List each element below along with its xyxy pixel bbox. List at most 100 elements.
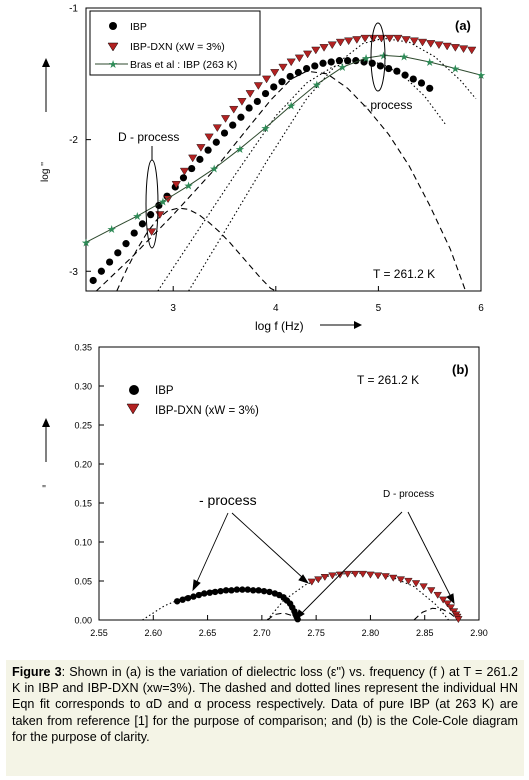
data-point-ibp [426, 84, 434, 92]
data-point-ibp [220, 129, 229, 137]
data-point-bras: ★ [450, 64, 460, 76]
fit-curve-dotted-DXN-arc [266, 572, 450, 620]
panel-b-y-tick-label: 0.10 [74, 538, 92, 548]
panel-a-x-tick-label: 3 [170, 303, 176, 314]
data-point-bras: ★ [184, 181, 194, 193]
data-point-ibp-dxn [220, 115, 231, 123]
data-point-ibp [217, 587, 224, 595]
data-point-bras: ★ [158, 196, 168, 208]
legend-b-ibp-dxn-marker [126, 403, 140, 415]
data-point-ibp-dxn [204, 133, 214, 142]
data-point-bras: ★ [81, 237, 91, 249]
panel-a-x-arrowhead [354, 321, 362, 329]
data-point-ibp-dxn [343, 570, 352, 578]
data-point-ibp-dxn [454, 616, 463, 624]
data-point-ibp-dxn [426, 40, 436, 48]
data-point-ibp [196, 155, 204, 163]
panel-a-x-tick-label: 4 [273, 303, 279, 314]
panel-b-x-tick-label: 2.70 [253, 628, 271, 638]
data-point-ibp [173, 598, 181, 605]
data-point-ibp [130, 229, 138, 237]
data-point-bras: ★ [379, 50, 389, 62]
panel-b-x-tick-label: 2.55 [90, 628, 108, 638]
data-point-ibp-dxn [393, 34, 403, 43]
data-point-ibp-dxn [459, 45, 469, 53]
data-point-ibp-dxn [442, 42, 452, 51]
panel-b-temperature: T = 261.2 K [357, 373, 419, 387]
data-point-ibp [253, 97, 261, 106]
fit-curve-dotted-alpha-dxn [188, 37, 477, 291]
data-point-ibp-dxn [155, 211, 165, 219]
data-point-ibp [278, 78, 286, 86]
data-point-ibp-dxn [389, 574, 398, 582]
data-point-ibp-dxn [358, 570, 367, 578]
panel-b-y-label: '' [42, 484, 46, 495]
panel-b-y-tick-label: 0.30 [74, 382, 92, 392]
data-point-bras: ★ [286, 100, 296, 112]
data-point-ibp-dxn [327, 41, 337, 50]
fit-curve-dotted-alpha [157, 60, 446, 291]
panel-b-annotation-arrows [192, 511, 455, 621]
data-point-ibp-dxn [270, 69, 280, 77]
panel-b-axis-ticks: 2.55 2.60 2.65 2.70 2.75 2.80 2.85 2.90 0.00 0.05… [74, 343, 487, 639]
data-point-ibp-dxn [417, 38, 428, 47]
data-point-ibp-dxn [401, 36, 411, 44]
panel-b-y-tick-label: 0.15 [74, 499, 92, 509]
panel-b-x-tick-label: 2.75 [307, 628, 325, 638]
panel-b-data-series [173, 570, 463, 624]
data-point-ibp [237, 113, 245, 121]
data-point-ibp-dxn [443, 600, 452, 608]
data-point-ibp-dxn [344, 37, 354, 46]
data-point-ibp-dxn [253, 82, 263, 90]
figure-caption: Figure 3: Shown in (a) is the variation … [6, 660, 524, 776]
data-point-bras: ★ [399, 52, 409, 64]
data-point-ibp [255, 587, 262, 594]
data-point-bras: ★ [476, 70, 486, 82]
legend-ibp-dxn-marker [107, 42, 119, 52]
legend-b-ibp-dxn-label: IBP-DXN (xW = 3%) [155, 405, 259, 417]
panel-a-x-label: log f (Hz) [255, 319, 304, 333]
data-point-ibp [155, 201, 163, 210]
data-point-ibp-dxn [229, 106, 239, 114]
data-point-ibp-dxn [196, 144, 206, 152]
data-point-ibp [179, 596, 186, 603]
panel-b-chart: 2.55 2.60 2.65 2.70 2.75 2.80 2.85 2.90 0.00 0.05… [42, 343, 488, 639]
fit-curve-dashed-D [116, 207, 277, 291]
data-point-ibp-dxn [366, 571, 375, 579]
data-point-ibp-dxn [328, 572, 337, 580]
data-point-ibp-dxn [427, 587, 436, 595]
data-point-ibp [417, 79, 426, 87]
data-point-ibp [266, 588, 273, 596]
panel-a-y-tick-label: -1 [69, 4, 78, 15]
legend-bras-label: Bras et al : IBP (263 K) [130, 59, 237, 71]
data-point-ibp [195, 591, 203, 599]
fit-curve-dashed-D-DXN [413, 607, 459, 620]
data-point-ibp-dxn [286, 58, 296, 67]
data-point-ibp [201, 590, 208, 597]
panel-a-x-tick-label: 5 [376, 303, 382, 314]
data-point-ibp-dxn [351, 570, 360, 578]
data-point-ibp-dxn [171, 181, 181, 189]
data-point-ibp-dxn [335, 38, 345, 47]
data-point-ibp-dxn [433, 591, 442, 599]
legend-ibp-marker [109, 22, 117, 30]
data-point-ibp-dxn [446, 604, 455, 612]
data-point-bras: ★ [425, 57, 435, 69]
data-point-ibp-dxn [307, 578, 316, 586]
data-point-ibp-dxn [352, 36, 362, 44]
legend-bras-marker: ★ [108, 59, 118, 71]
data-point-ibp-dxn [237, 98, 247, 106]
data-point-ibp-dxn [179, 167, 190, 176]
data-point-ibp-dxn [212, 124, 222, 132]
panel-b-y-tick-label: 0.20 [74, 460, 92, 470]
data-point-ibp [114, 249, 122, 257]
data-point-ibp [335, 57, 344, 65]
data-point-ibp-dxn [320, 574, 329, 581]
panel-b-y-tick-label: 0.05 [74, 577, 92, 587]
panel-b-y-tick-label: 0.25 [74, 421, 92, 431]
data-point-ibp [222, 587, 230, 594]
data-point-ibp [261, 89, 270, 98]
panel-a-y-tick-label: -2 [69, 135, 78, 146]
panel-a-y-arrowhead [42, 58, 50, 67]
data-point-ibp [393, 67, 401, 75]
